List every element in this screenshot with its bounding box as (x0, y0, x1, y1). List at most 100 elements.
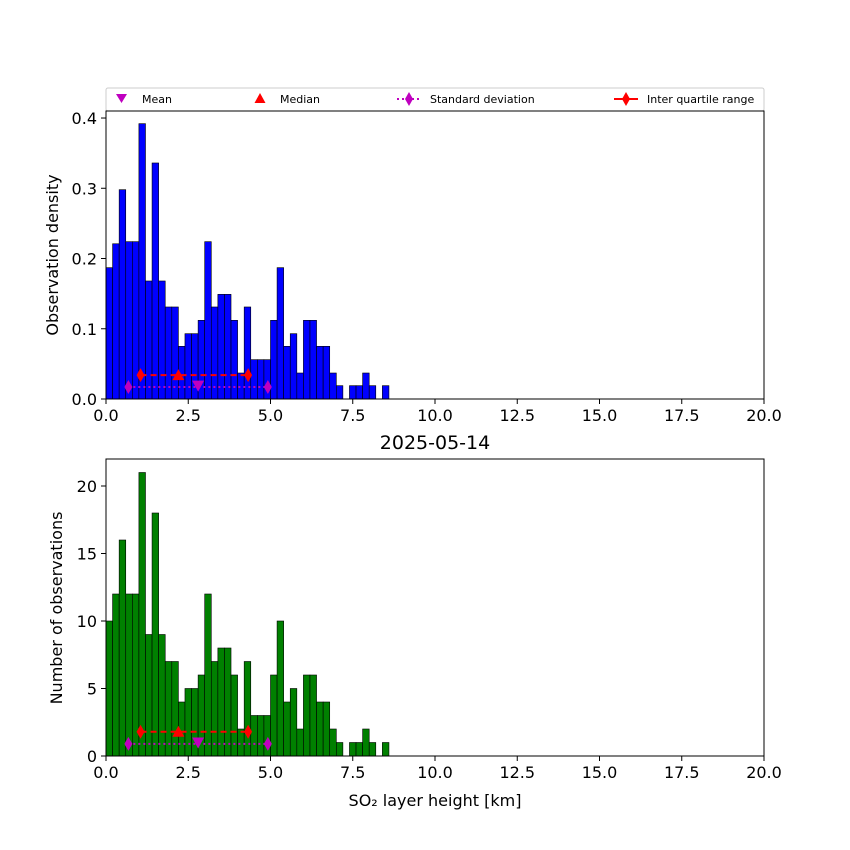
top-bar-3 (125, 241, 133, 400)
bottom-x-tick-label-5: 12.5 (499, 763, 535, 782)
bottom-bar-7 (151, 512, 159, 757)
count-panel-title: 2025-05-14 (380, 432, 490, 454)
legend-label-mean: Mean (142, 93, 172, 106)
count-y-axis-label: Number of observations (47, 512, 66, 705)
top-bar-32 (316, 346, 324, 400)
top-x-tick-label-1: 2.5 (176, 406, 201, 425)
bottom-bar-18 (224, 647, 232, 757)
bottom-y-tick-label-1: 5 (87, 680, 97, 699)
bottom-bar-1 (112, 593, 120, 757)
bottom-bar-32 (316, 701, 324, 757)
median-marker-icon (254, 93, 266, 103)
top-bar-6 (145, 280, 153, 400)
top-y-tick-label-4: 0.4 (72, 109, 97, 128)
bottom-bar-6 (145, 634, 153, 757)
top-bar-37 (355, 385, 363, 400)
top-bar-9 (164, 306, 173, 400)
bottom-bar-30 (303, 674, 311, 757)
bottom-bar-29 (296, 728, 304, 757)
legend-entry-inter-quartile-range: Inter quartile range (614, 92, 754, 106)
bottom-x-tick-label-0: 0.0 (93, 763, 118, 782)
top-bar-26 (276, 267, 284, 400)
top-bar-22 (250, 359, 258, 400)
top-bar-1 (112, 243, 120, 400)
legend-label-median: Median (280, 93, 320, 106)
top-y-tick-label-3: 0.3 (72, 179, 97, 198)
top-x-tick-label-8: 20.0 (746, 406, 782, 425)
bottom-iqr-high-marker (244, 724, 253, 739)
bottom-x-tick-label-7: 17.5 (664, 763, 700, 782)
bottom-bar-23 (257, 715, 265, 757)
top-bar-17 (217, 294, 225, 400)
top-x-tick-label-7: 17.5 (664, 406, 700, 425)
top-bar-2 (118, 189, 127, 400)
bottom-bar-9 (164, 661, 173, 757)
bottom-iqr-low-marker (136, 724, 145, 739)
top-bar-38 (362, 372, 370, 400)
top-bar-29 (296, 372, 304, 400)
top-y-tick-label-2: 0.2 (72, 250, 97, 269)
bottom-x-tick-label-6: 15.0 (582, 763, 618, 782)
top-bar-33 (322, 346, 331, 400)
top-bar-10 (171, 306, 179, 400)
top-x-tick-label-6: 15.0 (582, 406, 618, 425)
bottom-bar-12 (184, 688, 192, 757)
bottom-y-tick-label-4: 20 (77, 477, 97, 496)
bottom-bar-3 (125, 593, 133, 757)
top-bar-5 (138, 123, 146, 400)
top-bar-31 (309, 320, 317, 400)
density-bars (105, 123, 390, 400)
top-bar-40 (382, 385, 390, 400)
top-bar-16 (210, 306, 219, 400)
top-bar-39 (368, 385, 377, 400)
density-plot-frame (105, 110, 765, 400)
bottom-median-marker (172, 725, 185, 737)
top-bar-24 (263, 359, 271, 400)
bottom-bar-17 (217, 647, 225, 757)
top-bar-28 (289, 333, 298, 400)
bottom-bar-40 (382, 742, 390, 757)
bottom-bar-21 (243, 661, 252, 757)
bottom-bar-38 (362, 728, 370, 757)
top-bar-0 (105, 267, 113, 400)
bottom-x-tick-label-8: 20.0 (746, 763, 782, 782)
bottom-y-tick-label-0: 0 (87, 747, 97, 766)
std-marker-icon (405, 92, 413, 106)
bottom-x-tick-label-4: 10.0 (417, 763, 453, 782)
bottom-bar-35 (335, 742, 344, 757)
top-x-tick-label-3: 7.5 (340, 406, 365, 425)
bottom-y-tick-label-2: 10 (77, 612, 97, 631)
bottom-bar-20 (237, 728, 245, 757)
top-y-tick-label-0: 0.0 (72, 390, 97, 409)
bottom-mean-marker (192, 737, 205, 749)
top-bar-36 (349, 385, 357, 400)
bottom-x-tick-label-3: 7.5 (340, 763, 365, 782)
iqr-marker-icon (622, 92, 630, 106)
bottom-bar-5 (138, 472, 146, 757)
legend-entry-standard-deviation: Standard deviation (397, 92, 535, 106)
top-bar-7 (151, 162, 159, 400)
top-bar-34 (329, 372, 337, 400)
top-x-tick-label-2: 5.0 (258, 406, 283, 425)
bottom-bar-24 (263, 715, 271, 757)
bottom-bar-16 (210, 661, 219, 757)
top-bar-18 (224, 294, 232, 400)
top-bar-30 (303, 320, 311, 400)
count-bars (105, 472, 390, 757)
top-x-tick-label-0: 0.0 (93, 406, 118, 425)
bottom-bar-28 (289, 688, 298, 757)
density-summary-markers (124, 368, 272, 395)
legend-entry-mean: Mean (116, 93, 172, 106)
bottom-bar-37 (355, 742, 363, 757)
top-mean-marker (192, 380, 205, 392)
bottom-std-low-marker (124, 736, 133, 751)
bottom-bar-39 (368, 742, 377, 757)
top-iqr-high-marker (244, 368, 253, 383)
top-x-tick-label-4: 10.0 (417, 406, 453, 425)
count-plot-frame (105, 458, 765, 757)
bottom-bar-2 (118, 539, 127, 757)
top-bar-35 (335, 385, 344, 400)
top-bar-21 (243, 306, 252, 400)
legend-label-inter-quartile-range: Inter quartile range (647, 93, 754, 106)
